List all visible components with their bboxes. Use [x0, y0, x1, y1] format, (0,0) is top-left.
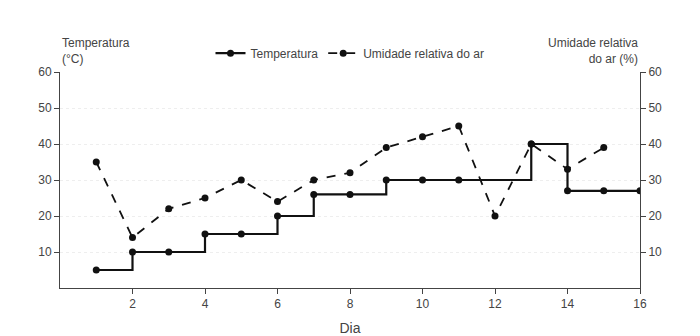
svg-text:20: 20	[38, 209, 52, 223]
svg-text:30: 30	[648, 173, 662, 187]
svg-text:10: 10	[648, 245, 662, 259]
svg-text:Dia: Dia	[339, 320, 360, 336]
svg-text:12: 12	[488, 297, 502, 311]
svg-text:4: 4	[202, 297, 209, 311]
svg-text:10: 10	[38, 245, 52, 259]
svg-text:Temperatura(°C): Temperatura(°C)	[62, 36, 130, 66]
svg-text:40: 40	[648, 137, 662, 151]
svg-text:60: 60	[38, 65, 52, 79]
svg-text:8: 8	[347, 297, 354, 311]
svg-text:50: 50	[38, 101, 52, 115]
svg-text:50: 50	[648, 101, 662, 115]
svg-text:Temperatura: Temperatura	[251, 47, 319, 61]
svg-text:2: 2	[129, 297, 136, 311]
svg-text:Umidade relativa do ar: Umidade relativa do ar	[363, 47, 484, 61]
svg-text:6: 6	[274, 297, 281, 311]
svg-text:30: 30	[38, 173, 52, 187]
svg-text:14: 14	[561, 297, 575, 311]
svg-text:16: 16	[633, 297, 647, 311]
svg-text:40: 40	[38, 137, 52, 151]
svg-text:60: 60	[648, 65, 662, 79]
svg-text:10: 10	[416, 297, 430, 311]
svg-text:Umidade relativado ar (%): Umidade relativado ar (%)	[548, 36, 638, 66]
svg-text:20: 20	[648, 209, 662, 223]
